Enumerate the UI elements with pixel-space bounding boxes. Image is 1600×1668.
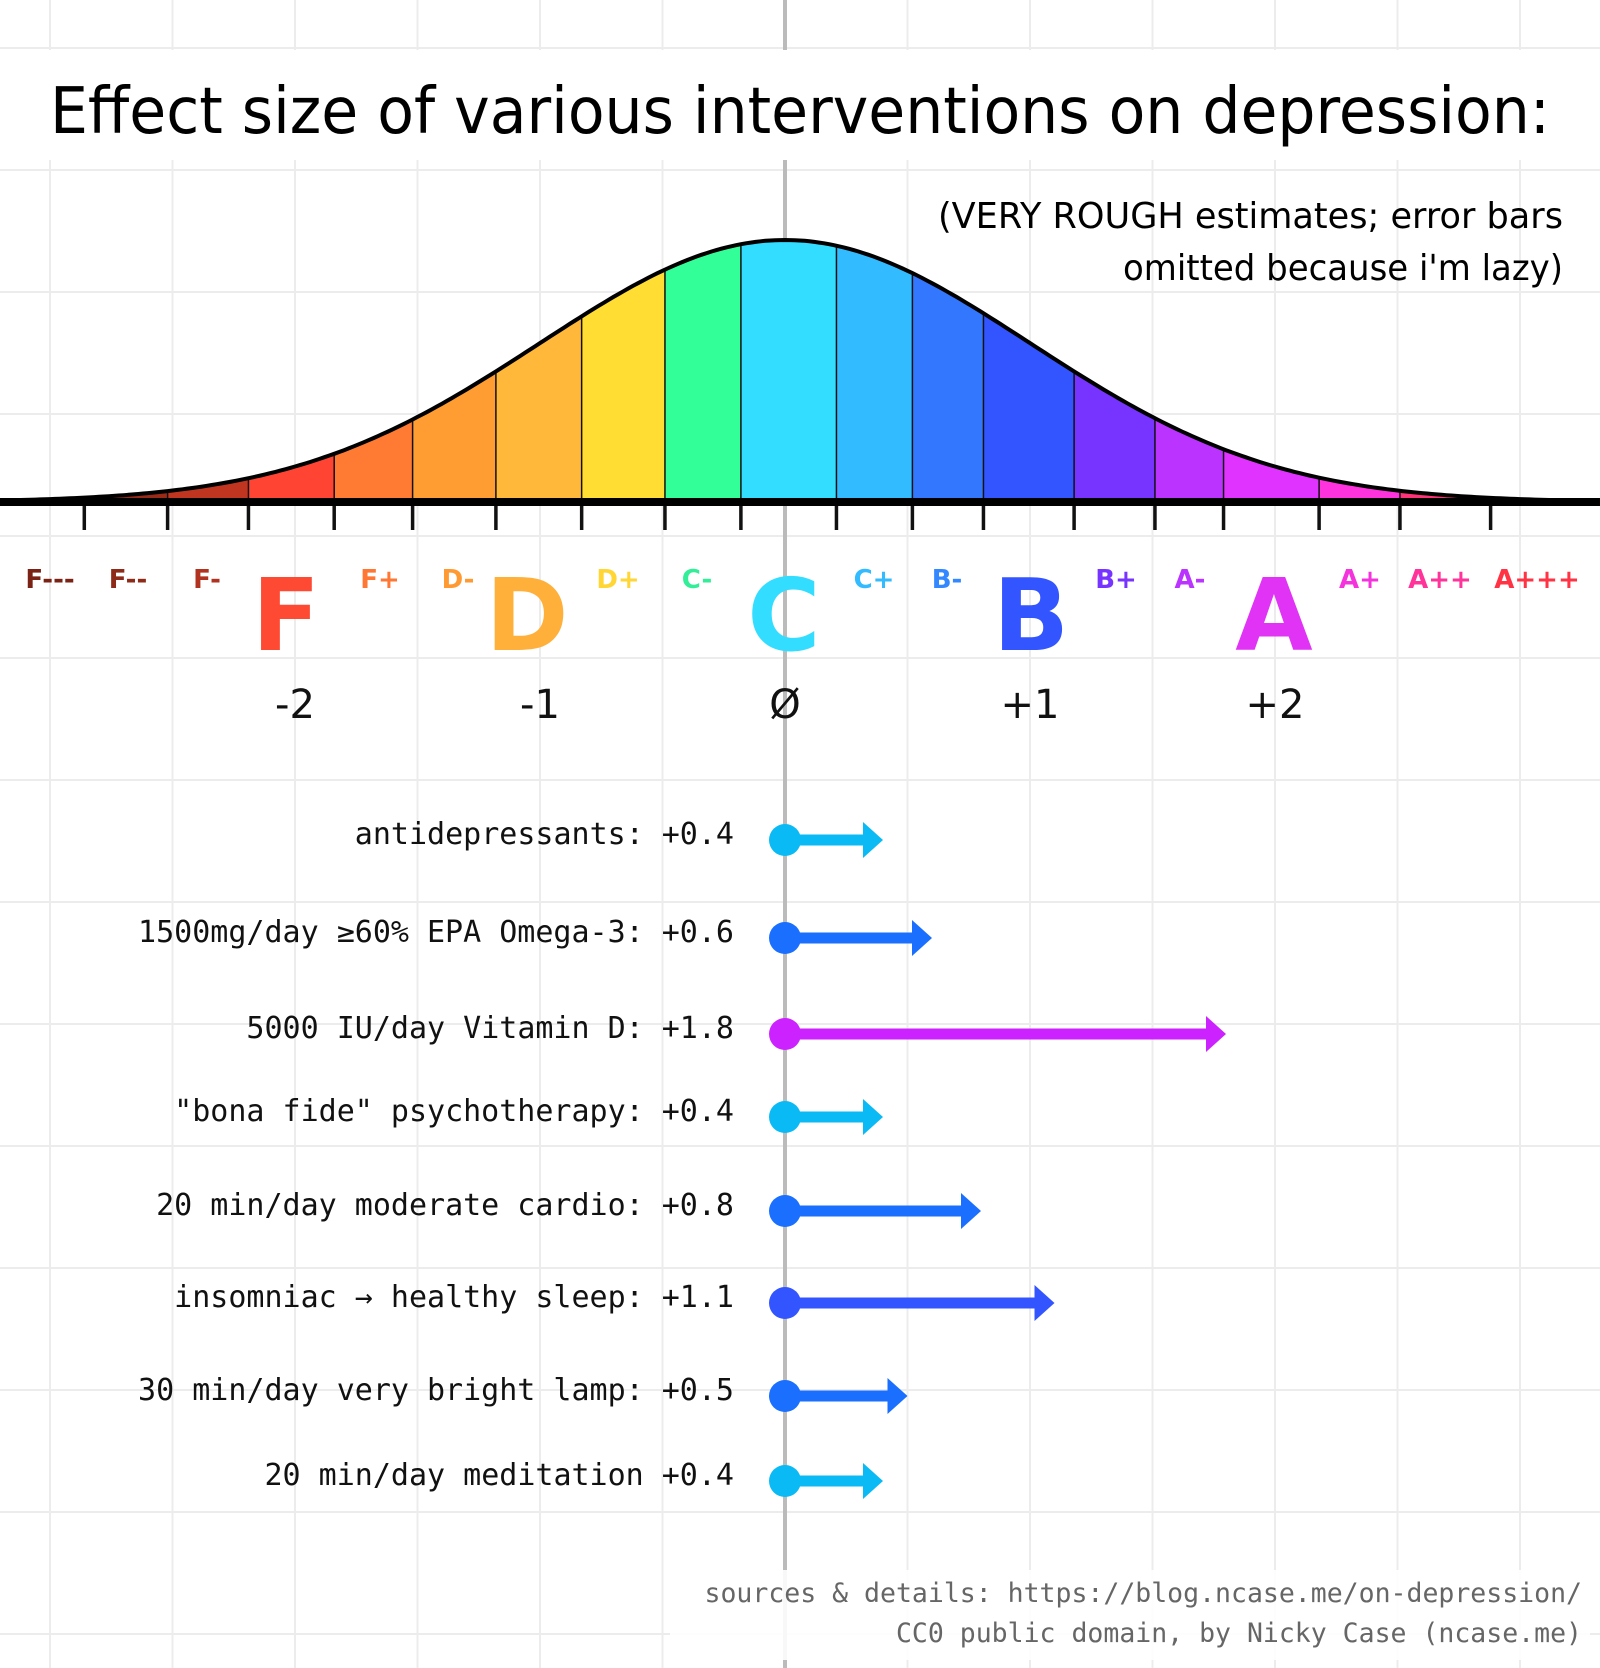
intervention-label: "bona fide" psychotherapy: +0.4 bbox=[174, 1094, 734, 1129]
intervention-label: 20 min/day moderate cardio: +0.8 bbox=[156, 1188, 734, 1223]
effect-arrow-head bbox=[961, 1193, 981, 1229]
intervention-label: 1500mg/day ≥60% EPA Omega-3: +0.6 bbox=[138, 915, 734, 950]
intervention-label: 5000 IU/day Vitamin D: +1.8 bbox=[246, 1011, 734, 1046]
tick-label: -2 bbox=[275, 682, 315, 728]
intervention-name: 20 min/day meditation bbox=[264, 1458, 643, 1493]
grade-label: A++ bbox=[1408, 565, 1472, 595]
intervention-arrows: antidepressants: +0.4 1500mg/day ≥60% EPA … bbox=[138, 817, 1226, 1499]
title-backdrop bbox=[40, 50, 1570, 160]
grade-label: F-- bbox=[109, 565, 148, 595]
curve-band bbox=[412, 371, 496, 502]
chart-title: Effect size of various interventions on … bbox=[50, 75, 1550, 149]
grade-label: F bbox=[252, 557, 320, 674]
effect-value: +0.4 bbox=[662, 1094, 734, 1129]
grade-label: F+ bbox=[360, 565, 400, 595]
curve-band bbox=[495, 316, 582, 502]
footer-sources: sources & details: https://blog.ncase.me… bbox=[705, 1578, 1583, 1609]
intervention-name: 1500mg/day ≥60% EPA Omega-3: bbox=[138, 915, 644, 950]
curve-band bbox=[1154, 418, 1224, 502]
effect-arrow-head bbox=[887, 1378, 908, 1414]
effect-origin-dot bbox=[769, 1465, 801, 1497]
grade-label: B+ bbox=[1095, 565, 1137, 595]
effect-origin-dot bbox=[769, 1287, 801, 1319]
effect-arrow-head bbox=[863, 1099, 883, 1135]
grade-label: C+ bbox=[854, 565, 895, 595]
grade-label: A- bbox=[1175, 565, 1206, 595]
intervention-name: 20 min/day moderate cardio: bbox=[156, 1188, 644, 1223]
effect-value: +0.4 bbox=[662, 817, 734, 852]
curve-band bbox=[334, 419, 413, 502]
bell-curve bbox=[0, 237, 1600, 530]
curve-band bbox=[1074, 371, 1155, 502]
curve-band bbox=[983, 313, 1075, 502]
tick-label: +2 bbox=[1246, 682, 1305, 728]
curve-band bbox=[664, 244, 741, 502]
grade-label: D- bbox=[442, 565, 475, 595]
effect-value: +0.8 bbox=[662, 1188, 734, 1223]
grade-label: A bbox=[1235, 557, 1312, 674]
effect-origin-dot bbox=[769, 1195, 801, 1227]
grade-label: D+ bbox=[596, 565, 639, 595]
grade-label: F- bbox=[193, 565, 221, 595]
grade-label: F--- bbox=[25, 565, 74, 595]
effect-arrow-head bbox=[863, 822, 883, 858]
chart-subtitle-line-1: (VERY ROUGH estimates; error bars bbox=[938, 196, 1563, 237]
effect-arrow-head bbox=[912, 920, 932, 956]
grade-label: B bbox=[993, 557, 1069, 674]
effect-value: +0.4 bbox=[662, 1458, 734, 1493]
curve-band bbox=[248, 453, 335, 502]
curve-band bbox=[1223, 449, 1320, 502]
tick-label: Ø bbox=[769, 682, 800, 728]
effect-origin-dot bbox=[769, 1018, 801, 1050]
intervention-name: insomniac → healthy sleep: bbox=[174, 1280, 644, 1315]
effect-origin-dot bbox=[769, 1380, 801, 1412]
grade-label: A+ bbox=[1339, 565, 1381, 595]
grade-label: B- bbox=[932, 565, 963, 595]
curve-band bbox=[581, 269, 665, 502]
axis-tick-labels: -2 -1 Ø +1 +2 bbox=[275, 682, 1304, 728]
tick-label: +1 bbox=[1001, 682, 1060, 728]
grade-label: C bbox=[747, 557, 820, 674]
curve-outline bbox=[0, 237, 1589, 503]
effect-value: +1.1 bbox=[662, 1280, 734, 1315]
effect-arrow-head bbox=[1206, 1016, 1226, 1052]
grade-label: D bbox=[485, 557, 568, 674]
intervention-label: insomniac → healthy sleep: +1.1 bbox=[174, 1280, 734, 1315]
chart-subtitle-line-2: omitted because i'm lazy) bbox=[1123, 248, 1563, 289]
grade-label: C- bbox=[682, 565, 712, 595]
footer-license: CC0 public domain, by Nicky Case (ncase.… bbox=[896, 1618, 1582, 1649]
intervention-name: 5000 IU/day Vitamin D: bbox=[246, 1011, 643, 1046]
footer-backdrop bbox=[670, 1570, 1590, 1660]
grade-labels: F--- F-- F- F F+ D- D D+ C- C C+ B- B B+ A- A A+ A++ A+++ bbox=[25, 557, 1579, 674]
curve-band bbox=[740, 240, 837, 502]
effect-value: +0.5 bbox=[662, 1373, 734, 1408]
effect-value: +1.8 bbox=[662, 1011, 734, 1046]
curve-band bbox=[836, 245, 913, 502]
curve-band bbox=[912, 273, 984, 502]
effect-arrow-head bbox=[1034, 1285, 1055, 1321]
intervention-label: 20 min/day meditation +0.4 bbox=[264, 1458, 734, 1493]
effect-arrow-head bbox=[863, 1463, 883, 1499]
effect-origin-dot bbox=[769, 1101, 801, 1133]
grade-label: A+++ bbox=[1494, 565, 1579, 595]
effect-origin-dot bbox=[769, 824, 801, 856]
intervention-label: 30 min/day very bright lamp: +0.5 bbox=[138, 1373, 734, 1408]
intervention-name: 30 min/day very bright lamp: bbox=[138, 1373, 644, 1408]
intervention-name: "bona fide" psychotherapy: bbox=[174, 1094, 644, 1129]
tick-label: -1 bbox=[520, 682, 560, 728]
intervention-name: antidepressants: bbox=[355, 817, 644, 852]
curve-band bbox=[1319, 477, 1400, 502]
effect-origin-dot bbox=[769, 922, 801, 954]
intervention-label: antidepressants: +0.4 bbox=[355, 817, 734, 852]
effect-value: +0.6 bbox=[662, 915, 734, 950]
